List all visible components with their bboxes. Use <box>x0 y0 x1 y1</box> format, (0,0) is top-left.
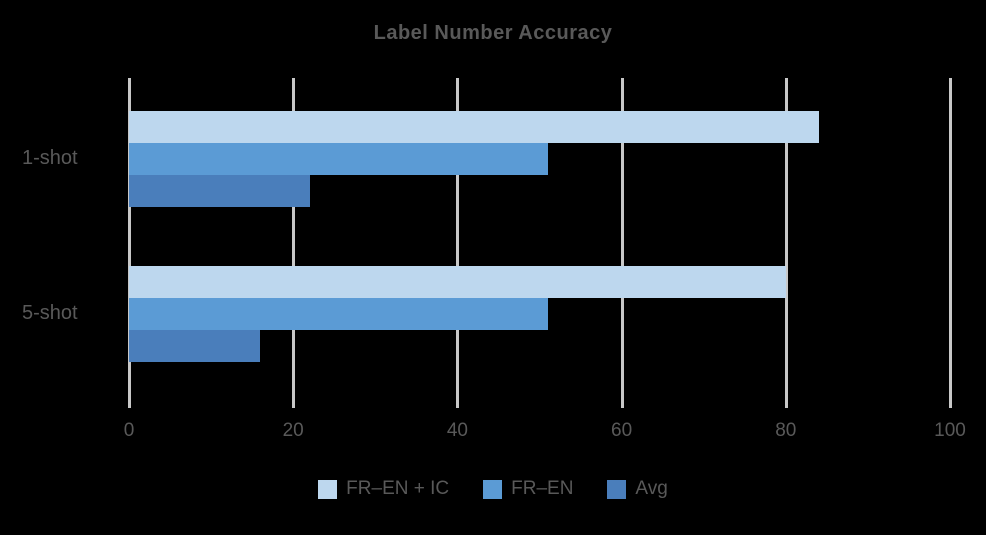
bar-5-shot-series-2 <box>129 330 261 362</box>
x-tick-label-0: 0 <box>123 420 135 441</box>
bar-1-shot-series-0 <box>129 111 819 143</box>
bar-1-shot-series-1 <box>129 143 548 175</box>
gridline-60 <box>620 78 624 408</box>
legend-swatch-icon <box>607 479 627 499</box>
bar-1-shot-series-2 <box>129 175 310 207</box>
x-tick-label-80: 80 <box>775 420 797 441</box>
gridline-100 <box>949 78 952 408</box>
legend-label-2: Avg <box>635 478 668 499</box>
legend-swatch-icon <box>318 479 338 499</box>
legend-label-1: FR–EN <box>511 478 574 499</box>
x-tick-label-60: 60 <box>611 420 633 441</box>
x-tick-label-100: 100 <box>934 420 966 441</box>
legend: FR–EN + IC FR–EN Avg <box>0 478 986 500</box>
chart-title: Label Number Accuracy <box>373 22 613 44</box>
legend-item-0: FR–EN + IC <box>318 478 449 500</box>
x-axis-tick-labels: 0 20 40 60 80 100 <box>124 420 966 446</box>
legend-label-0: FR–EN + IC <box>346 478 450 499</box>
bar-5-shot-series-0 <box>129 266 786 298</box>
x-tick-label-20: 20 <box>282 420 304 441</box>
legend-item-1: FR–EN <box>483 478 573 500</box>
gridline-20 <box>292 78 296 408</box>
gridline-80 <box>784 78 788 408</box>
bar-5-shot-series-1 <box>129 298 548 330</box>
gridline-40 <box>456 78 460 408</box>
plot-area <box>128 78 952 408</box>
legend-swatch-icon <box>483 479 503 499</box>
x-tick-label-40: 40 <box>446 420 468 441</box>
legend-item-2: Avg <box>607 478 668 500</box>
gridline-0 <box>128 78 131 408</box>
category-label-1-shot: 1-shot <box>22 147 78 169</box>
category-label-5-shot: 5-shot <box>22 302 78 324</box>
